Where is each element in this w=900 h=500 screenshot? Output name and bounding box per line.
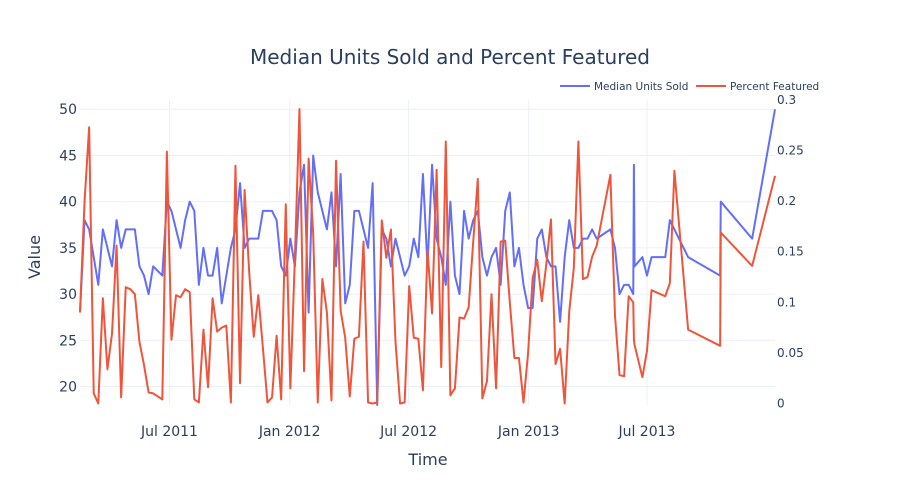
legend-label-percent-featured: Percent Featured — [730, 81, 819, 93]
x-tick-label: Jan 2012 — [258, 424, 321, 440]
series-line-percent-featured — [79, 108, 776, 405]
y-tick-label: 50 — [59, 102, 77, 118]
y2-tick-label: 0.2 — [777, 194, 796, 208]
y-tick-label: 40 — [59, 195, 77, 211]
x-tick-label: Jul 2013 — [617, 424, 675, 440]
y-tick-label: 30 — [59, 287, 77, 303]
y2-tick-label: 0.25 — [777, 144, 804, 158]
x-axis-title: Time — [407, 450, 447, 469]
y2-tick-label: 0.15 — [777, 245, 804, 259]
y-tick-label: 20 — [59, 380, 77, 396]
y-axis-ticks: 20 25 30 35 40 45 50 — [59, 102, 77, 395]
series-lines — [79, 108, 776, 406]
legend-item-median-units-sold[interactable]: Median Units Sold — [560, 81, 688, 93]
legend-label-median-units-sold: Median Units Sold — [594, 81, 688, 93]
y2-tick-label: 0.05 — [777, 346, 804, 360]
x-tick-label: Jul 2011 — [140, 424, 198, 440]
y-axis-title: Value — [25, 235, 44, 279]
y2-tick-label: 0.1 — [777, 295, 796, 309]
y-tick-label: 25 — [59, 333, 77, 349]
y2-tick-label: 0.3 — [777, 93, 796, 107]
chart-title: Median Units Sold and Percent Featured — [250, 45, 650, 69]
legend-item-percent-featured[interactable]: Percent Featured — [696, 81, 819, 93]
y2-axis-ticks: 0 0.05 0.1 0.15 0.2 0.25 0.3 — [777, 93, 804, 410]
legend[interactable]: Median Units Sold Percent Featured — [560, 81, 819, 93]
x-tick-label: Jan 2013 — [497, 424, 560, 440]
y2-tick-label: 0 — [777, 396, 785, 410]
x-axis-ticks: Jul 2011 Jan 2012 Jul 2012 Jan 2013 Jul 2013 — [140, 424, 675, 440]
y-tick-label: 35 — [59, 241, 77, 257]
y-tick-label: 45 — [59, 148, 77, 164]
x-tick-label: Jul 2012 — [379, 424, 437, 440]
